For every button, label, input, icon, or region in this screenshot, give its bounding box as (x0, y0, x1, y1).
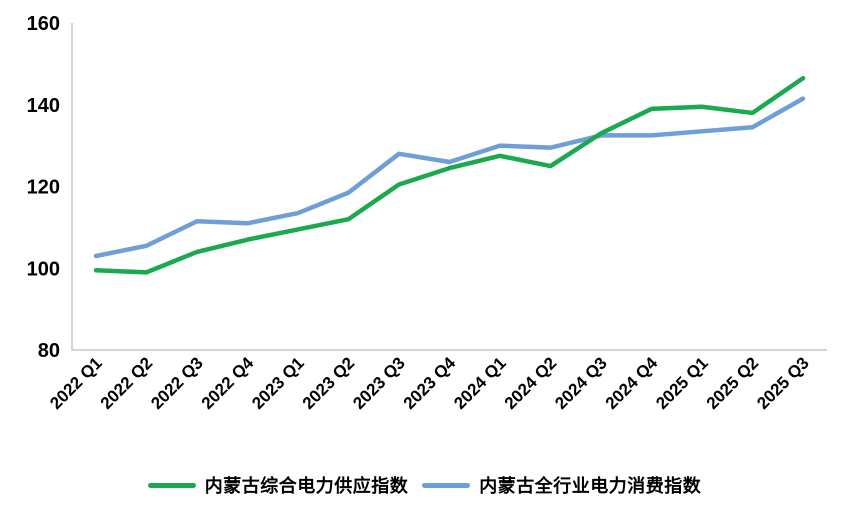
x-tick-label: 2024 Q2 (501, 353, 561, 413)
x-tick-label: 2023 Q4 (400, 353, 460, 413)
x-tick-label: 2023 Q1 (248, 353, 308, 413)
x-tick-label: 2025 Q1 (652, 353, 712, 413)
x-tick-label: 2024 Q4 (602, 353, 662, 413)
series-line-supply (93, 75, 806, 275)
x-tick-label: 2022 Q3 (147, 353, 207, 413)
consumption-series-label: 内蒙古全行业电力消费指数 (479, 476, 702, 496)
x-tick-label: 2025 Q3 (753, 353, 813, 413)
y-tick-label: 160 (27, 13, 60, 35)
x-tick-label: 2022 Q2 (97, 353, 157, 413)
x-tick-label: 2023 Q3 (349, 353, 409, 413)
series-line-consumption (93, 96, 806, 259)
y-tick-label: 140 (27, 95, 60, 117)
y-tick-label: 100 (27, 258, 60, 280)
y-tick-label: 80 (38, 340, 60, 362)
consumption-series-swatch (422, 482, 471, 488)
x-tick-label: 2023 Q2 (299, 353, 359, 413)
x-tick-label: 2022 Q4 (198, 353, 258, 413)
legend-item-consumption-index: 内蒙古全行业电力消费指数 (422, 472, 701, 498)
supply-series-swatch (147, 482, 196, 488)
x-tick-label: 2022 Q1 (46, 353, 106, 413)
x-tick-label: 2025 Q2 (703, 353, 763, 413)
x-tick-label: 2024 Q1 (450, 353, 510, 413)
supply-series-label: 内蒙古综合电力供应指数 (204, 476, 409, 496)
chart-legend: 内蒙古综合电力供应指数 内蒙古全行业电力消费指数 (0, 472, 849, 498)
x-tick-label: 2024 Q3 (551, 353, 611, 413)
legend-item-supply-index: 内蒙古综合电力供应指数 (147, 472, 409, 498)
y-tick-label: 120 (27, 177, 60, 199)
